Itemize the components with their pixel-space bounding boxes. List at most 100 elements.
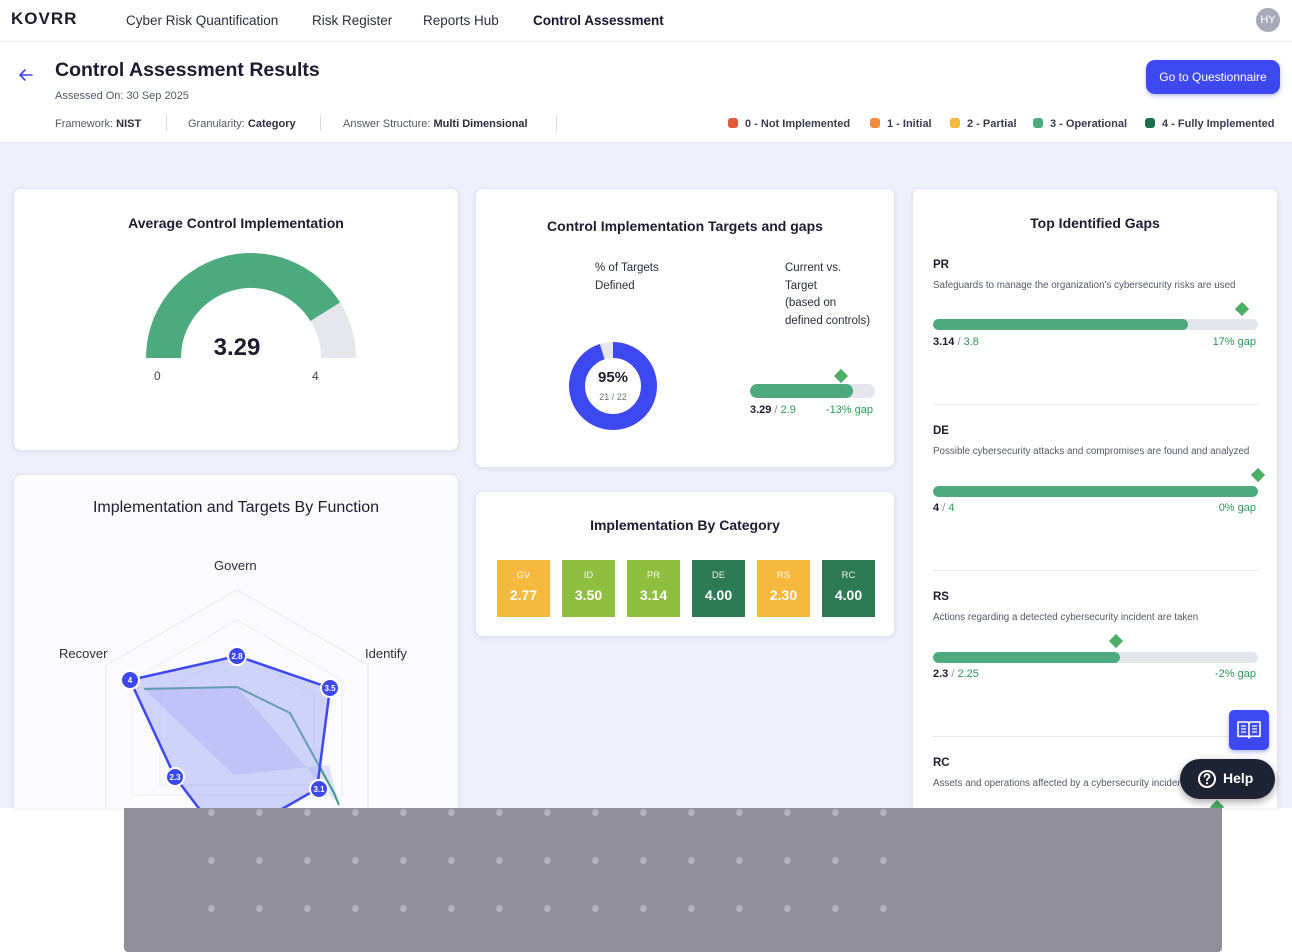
radar-chart: 2.8 3.5 3.1 2.3 4 [105, 589, 369, 808]
overlay-dot [304, 809, 311, 816]
overlay-dot [832, 809, 839, 816]
radar-value-protect: 3.1 [313, 785, 325, 794]
overlay-dot [640, 905, 647, 912]
overlay-dot [256, 809, 263, 816]
radar-target-series [143, 685, 340, 806]
current-vs-target-bar [750, 384, 875, 398]
implementation-by-category-card: Implementation By Category GV 2.77 ID 3.50… [475, 491, 895, 637]
book-icon [1237, 721, 1261, 739]
card-title: Implementation By Category [590, 517, 780, 533]
top-navigation: KOVRR Cyber Risk Quantification Risk Reg… [0, 0, 1292, 42]
card-title: Top Identified Gaps [1030, 215, 1160, 231]
nav-reports-hub[interactable]: Reports Hub [423, 13, 499, 28]
gap-item-description: Possible cybersecurity attacks and compr… [933, 446, 1250, 457]
gap-item-code: DE [933, 425, 949, 437]
radar-target-area [142, 687, 339, 805]
go-to-questionnaire-button[interactable]: Go to Questionnaire [1146, 60, 1280, 94]
nav-control-assessment[interactable]: Control Assessment [533, 13, 664, 28]
radar-value-govern: 2.8 [231, 652, 243, 661]
legend-item-initial: 1 - Initial [870, 118, 932, 130]
gap-target-marker [1234, 301, 1249, 317]
meta-divider [166, 115, 167, 131]
answer-structure-meta: Answer Structure: Multi Dimensional [343, 118, 528, 130]
gap-bar-fill [933, 486, 1258, 497]
help-label: Help [1223, 770, 1254, 786]
overlay-dot [688, 905, 695, 912]
overlay-dot [256, 857, 263, 864]
gap-target-marker [1209, 799, 1225, 808]
donut-fill [569, 342, 657, 430]
radar-label-identify: Identify [365, 646, 407, 661]
overlay-dot [832, 905, 839, 912]
category-box-rs[interactable]: RS 2.30 [757, 560, 810, 617]
nav-risk-register[interactable]: Risk Register [312, 13, 393, 28]
granularity-meta: Granularity: Category [188, 118, 296, 130]
overlay-dot [400, 905, 407, 912]
gap-divider [933, 736, 1258, 737]
overlay-dot [496, 905, 503, 912]
overlay-dot [640, 809, 647, 816]
overlay-dot [544, 857, 551, 864]
overlay-dot [688, 857, 695, 864]
nav-cyber-risk-quantification[interactable]: Cyber Risk Quantification [126, 13, 279, 28]
overlay-dot [544, 809, 551, 816]
gap-item-description: Safeguards to manage the organization's … [933, 280, 1236, 291]
overlay-dot [784, 857, 791, 864]
overlay-dot [352, 809, 359, 816]
overlay-dot [496, 857, 503, 864]
overlay-dot [736, 809, 743, 816]
gap-values: 3.14 / 3.8 [933, 336, 979, 348]
gap-divider [933, 570, 1258, 571]
documentation-button[interactable] [1229, 710, 1269, 750]
category-box-rc[interactable]: RC 4.00 [822, 560, 875, 617]
radar-point-recover[interactable] [120, 670, 140, 690]
legend-item-partial: 2 - Partial [950, 118, 1017, 130]
targets-defined-label: % of Targets Defined [595, 262, 659, 292]
overlay-dot [592, 809, 599, 816]
radar-point-govern[interactable] [227, 646, 247, 666]
donut-percent: 95% [597, 369, 629, 386]
gauge-value: 3.29 [213, 334, 261, 361]
overlay-dot [736, 857, 743, 864]
gap-target-marker [1250, 467, 1266, 483]
back-arrow-icon[interactable] [18, 68, 34, 87]
overlay-dot [784, 905, 791, 912]
category-box-pr[interactable]: PR 3.14 [627, 560, 680, 617]
question-icon [1198, 770, 1216, 788]
top-identified-gaps-card: Top Identified Gaps PR Safeguards to man… [912, 188, 1278, 808]
gap-target-marker [1108, 633, 1123, 649]
overlay-dot [784, 809, 791, 816]
overlay-dot [640, 857, 647, 864]
kovrr-logo[interactable]: KOVRR [11, 9, 78, 28]
overlay-dot [304, 857, 311, 864]
help-button[interactable]: Help [1180, 759, 1275, 799]
overlay-dot [304, 905, 311, 912]
radar-value-respond: 2.3 [169, 773, 181, 782]
legend-swatch [1145, 118, 1155, 128]
radar-point-identify[interactable] [320, 678, 340, 698]
overlay-dot [208, 857, 215, 864]
radar-point-respond[interactable] [165, 767, 185, 787]
card-title: Implementation and Targets By Function [92, 499, 380, 516]
radar-label-govern: Govern [214, 558, 257, 573]
gap-item-description: Actions regarding a detected cybersecuri… [933, 612, 1199, 623]
category-box-de[interactable]: DE 4.00 [692, 560, 745, 617]
gap-values: 4 / 4 [933, 502, 955, 514]
category-box-gv[interactable]: GV 2.77 [497, 560, 550, 617]
donut-count: 21 / 22 [599, 392, 627, 402]
overlay-dot [880, 857, 887, 864]
gap-bar [933, 319, 1258, 330]
radar-grid [131, 619, 343, 796]
overlay-dot [256, 905, 263, 912]
legend-swatch [1033, 118, 1043, 128]
overlay-dot [544, 905, 551, 912]
user-avatar[interactable]: HY [1256, 8, 1280, 32]
gap-percent: 0% gap [1218, 502, 1256, 514]
overlay-dot [448, 857, 455, 864]
legend-swatch [870, 118, 880, 128]
overlay-dot [352, 905, 359, 912]
legend-item-fully-implemented: 4 - Fully Implemented [1145, 118, 1274, 130]
gauge-min-label: 0 [154, 369, 161, 383]
radar-point-protect[interactable] [309, 779, 329, 799]
category-box-id[interactable]: ID 3.50 [562, 560, 615, 617]
